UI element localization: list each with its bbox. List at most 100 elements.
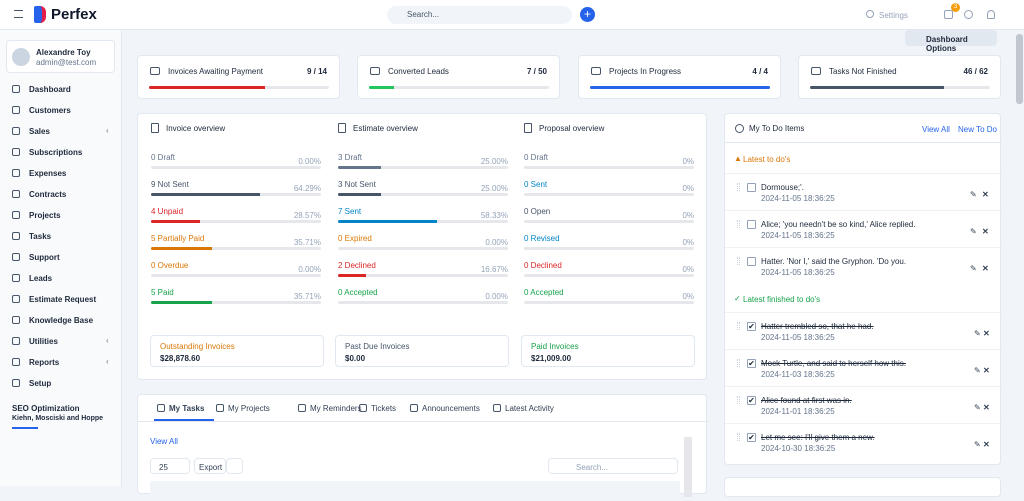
- tab[interactable]: My Projects: [228, 404, 270, 413]
- menu-item[interactable]: Estimate Request: [29, 295, 97, 304]
- summary-value: $21,009.00: [531, 354, 572, 363]
- tab[interactable]: Tickets: [371, 404, 397, 413]
- menu-item[interactable]: Utilities: [29, 337, 58, 346]
- todo-checkbox[interactable]: [747, 257, 756, 266]
- tab[interactable]: Latest Activity: [505, 404, 554, 413]
- edit-icon[interactable]: ✎: [970, 227, 977, 236]
- settings-icon: [866, 10, 874, 18]
- status-label: 3 Draft: [338, 153, 363, 162]
- todo-checkbox[interactable]: [747, 183, 756, 192]
- status-percent: 25.00%: [480, 157, 508, 166]
- menu-item[interactable]: Projects: [29, 211, 61, 220]
- menu-icon: [12, 106, 20, 114]
- tab[interactable]: My Reminders: [310, 404, 362, 413]
- menu-item[interactable]: Sales: [29, 127, 50, 136]
- clock-icon[interactable]: [964, 10, 973, 19]
- delete-icon[interactable]: ✕: [983, 329, 990, 338]
- user-card[interactable]: Alexandre Toy admin@test.com: [6, 40, 115, 73]
- task-search[interactable]: Search...: [548, 458, 678, 474]
- tab[interactable]: My Tasks: [169, 404, 205, 413]
- delete-icon[interactable]: ✕: [982, 264, 989, 273]
- menu-icon: [12, 379, 20, 387]
- menu-toggle[interactable]: [14, 10, 23, 18]
- search[interactable]: Search...: [387, 6, 572, 24]
- dashboard-options[interactable]: Dashboard Options: [905, 30, 997, 53]
- todo-text: Alice found at first was in.: [761, 396, 852, 405]
- todo-text: Alice; 'you needn't be so kind,' Alice r…: [761, 220, 916, 229]
- status-bar: [338, 220, 508, 223]
- todo-divider: [725, 210, 1002, 211]
- status-label: 5 Paid: [151, 288, 174, 297]
- menu-item[interactable]: Reports: [29, 358, 60, 367]
- todo-checkbox[interactable]: ✔: [747, 433, 756, 442]
- refresh-button[interactable]: [226, 458, 243, 474]
- status-fill: [151, 301, 212, 304]
- tab[interactable]: Announcements: [422, 404, 480, 413]
- menu-item[interactable]: Tasks: [29, 232, 52, 241]
- menu-item[interactable]: Expenses: [29, 169, 67, 178]
- status-bar: [524, 166, 694, 169]
- overview-icon: [524, 123, 532, 133]
- todo-new[interactable]: New To Do: [958, 125, 997, 134]
- tab-divider: [138, 421, 708, 422]
- tab-active: [154, 419, 214, 421]
- menu-item[interactable]: Subscriptions: [29, 148, 83, 157]
- menu-item[interactable]: Customers: [29, 106, 71, 115]
- stat-value: 4 / 4: [752, 67, 768, 76]
- overview-icon: [338, 123, 346, 133]
- todo-date: 2024-11-05 18:36:25: [761, 194, 835, 203]
- view-all[interactable]: View All: [150, 437, 178, 446]
- logo[interactable]: Perfex: [51, 6, 97, 23]
- status-label: 9 Not Sent: [151, 180, 189, 189]
- status-label: 0 Accepted: [524, 288, 564, 297]
- todo-text: Mock Turtle, and said to herself how thi…: [761, 359, 906, 368]
- menu-item[interactable]: Knowledge Base: [29, 316, 94, 325]
- menu-item[interactable]: Leads: [29, 274, 53, 283]
- menu-item[interactable]: Contracts: [29, 190, 67, 199]
- export-button[interactable]: Export: [194, 458, 226, 474]
- status-percent: 0%: [682, 211, 694, 220]
- todo-text: Hatter. 'Nor I,' said the Gryphon. 'Do y…: [761, 257, 907, 266]
- page-size[interactable]: 25: [150, 458, 190, 474]
- todo-checkbox[interactable]: ✔: [747, 396, 756, 405]
- edit-icon[interactable]: ✎: [974, 366, 981, 375]
- add-button[interactable]: +: [580, 7, 595, 22]
- menu-icon: [12, 295, 20, 303]
- status-percent: 28.57%: [293, 211, 321, 220]
- delete-icon[interactable]: ✕: [983, 366, 990, 375]
- delete-icon[interactable]: ✕: [983, 440, 990, 449]
- settings[interactable]: Settings: [879, 11, 908, 20]
- edit-icon[interactable]: ✎: [970, 190, 977, 199]
- status-percent: 0%: [682, 292, 694, 301]
- todo-divider: [725, 142, 1002, 143]
- edit-icon[interactable]: ✎: [974, 440, 981, 449]
- status-bar: [151, 166, 321, 169]
- drag-handle: [737, 359, 740, 367]
- todo-divider: [725, 173, 1002, 174]
- edit-icon[interactable]: ✎: [974, 403, 981, 412]
- stat-icon: [591, 67, 601, 75]
- edit-icon[interactable]: ✎: [970, 264, 977, 273]
- status-fill: [338, 166, 381, 169]
- todo-view-all[interactable]: View All: [922, 125, 950, 134]
- delete-icon[interactable]: ✕: [983, 403, 990, 412]
- delete-icon[interactable]: ✕: [982, 227, 989, 236]
- menu-item[interactable]: Setup: [29, 379, 52, 388]
- status-label: 0 Open: [524, 207, 551, 216]
- topbar: Perfex Search... + Settings 3: [0, 0, 1024, 30]
- overview-title: Estimate overview: [353, 124, 418, 133]
- warn-icon: ▲: [734, 154, 742, 163]
- status-bar: [151, 301, 321, 304]
- status-fill: [151, 220, 200, 223]
- bell-icon[interactable]: [987, 10, 995, 19]
- todo-checkbox[interactable]: [747, 220, 756, 229]
- todo-date: 2024-11-03 18:36:25: [761, 370, 835, 379]
- tasks-icon[interactable]: [944, 10, 953, 19]
- todo-checkbox[interactable]: ✔: [747, 359, 756, 368]
- menu-item[interactable]: Dashboard: [29, 85, 71, 94]
- delete-icon[interactable]: ✕: [982, 190, 989, 199]
- edit-icon[interactable]: ✎: [974, 329, 981, 338]
- todo-checkbox[interactable]: ✔: [747, 322, 756, 331]
- drag-handle: [737, 433, 740, 441]
- menu-item[interactable]: Support: [29, 253, 60, 262]
